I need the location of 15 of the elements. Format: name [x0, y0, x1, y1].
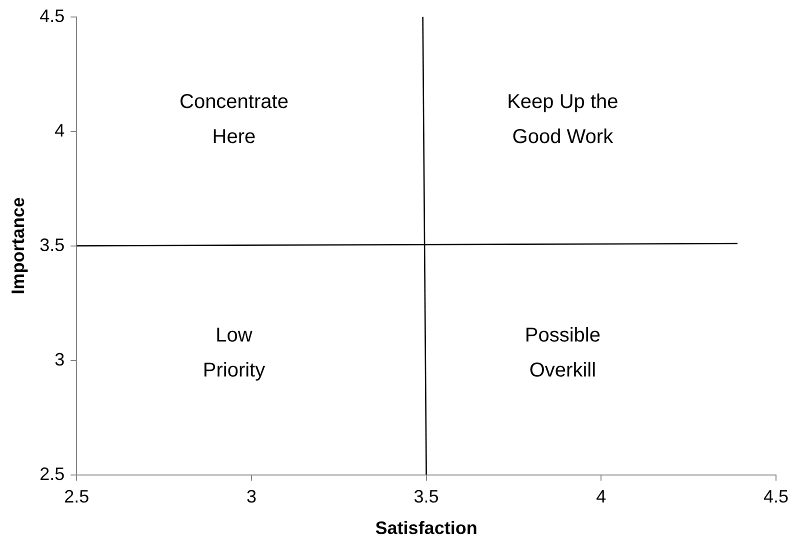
x-tick-label: 3.5: [414, 486, 439, 507]
annotation: Concentrate Here: [180, 90, 288, 148]
x-tick-label: 3: [246, 486, 256, 507]
y-tick-label: 4.5: [40, 6, 65, 26]
x-axis-title: Satisfaction: [375, 518, 478, 538]
annotation: Keep Up the Good Work: [507, 90, 618, 148]
y-tick-label: 3.5: [40, 234, 65, 255]
x-tick-label: 4: [596, 486, 606, 507]
x-tick-label: 4.5: [763, 486, 789, 507]
annotation: Possible Overkill: [524, 324, 600, 382]
annotation: Low Priority: [202, 324, 266, 382]
y-tick-label: 2.5: [40, 464, 65, 484]
y-tick-label: 3: [54, 349, 65, 370]
y-axis-title: Importance: [8, 197, 28, 294]
y-tick-label: 4: [54, 120, 65, 140]
